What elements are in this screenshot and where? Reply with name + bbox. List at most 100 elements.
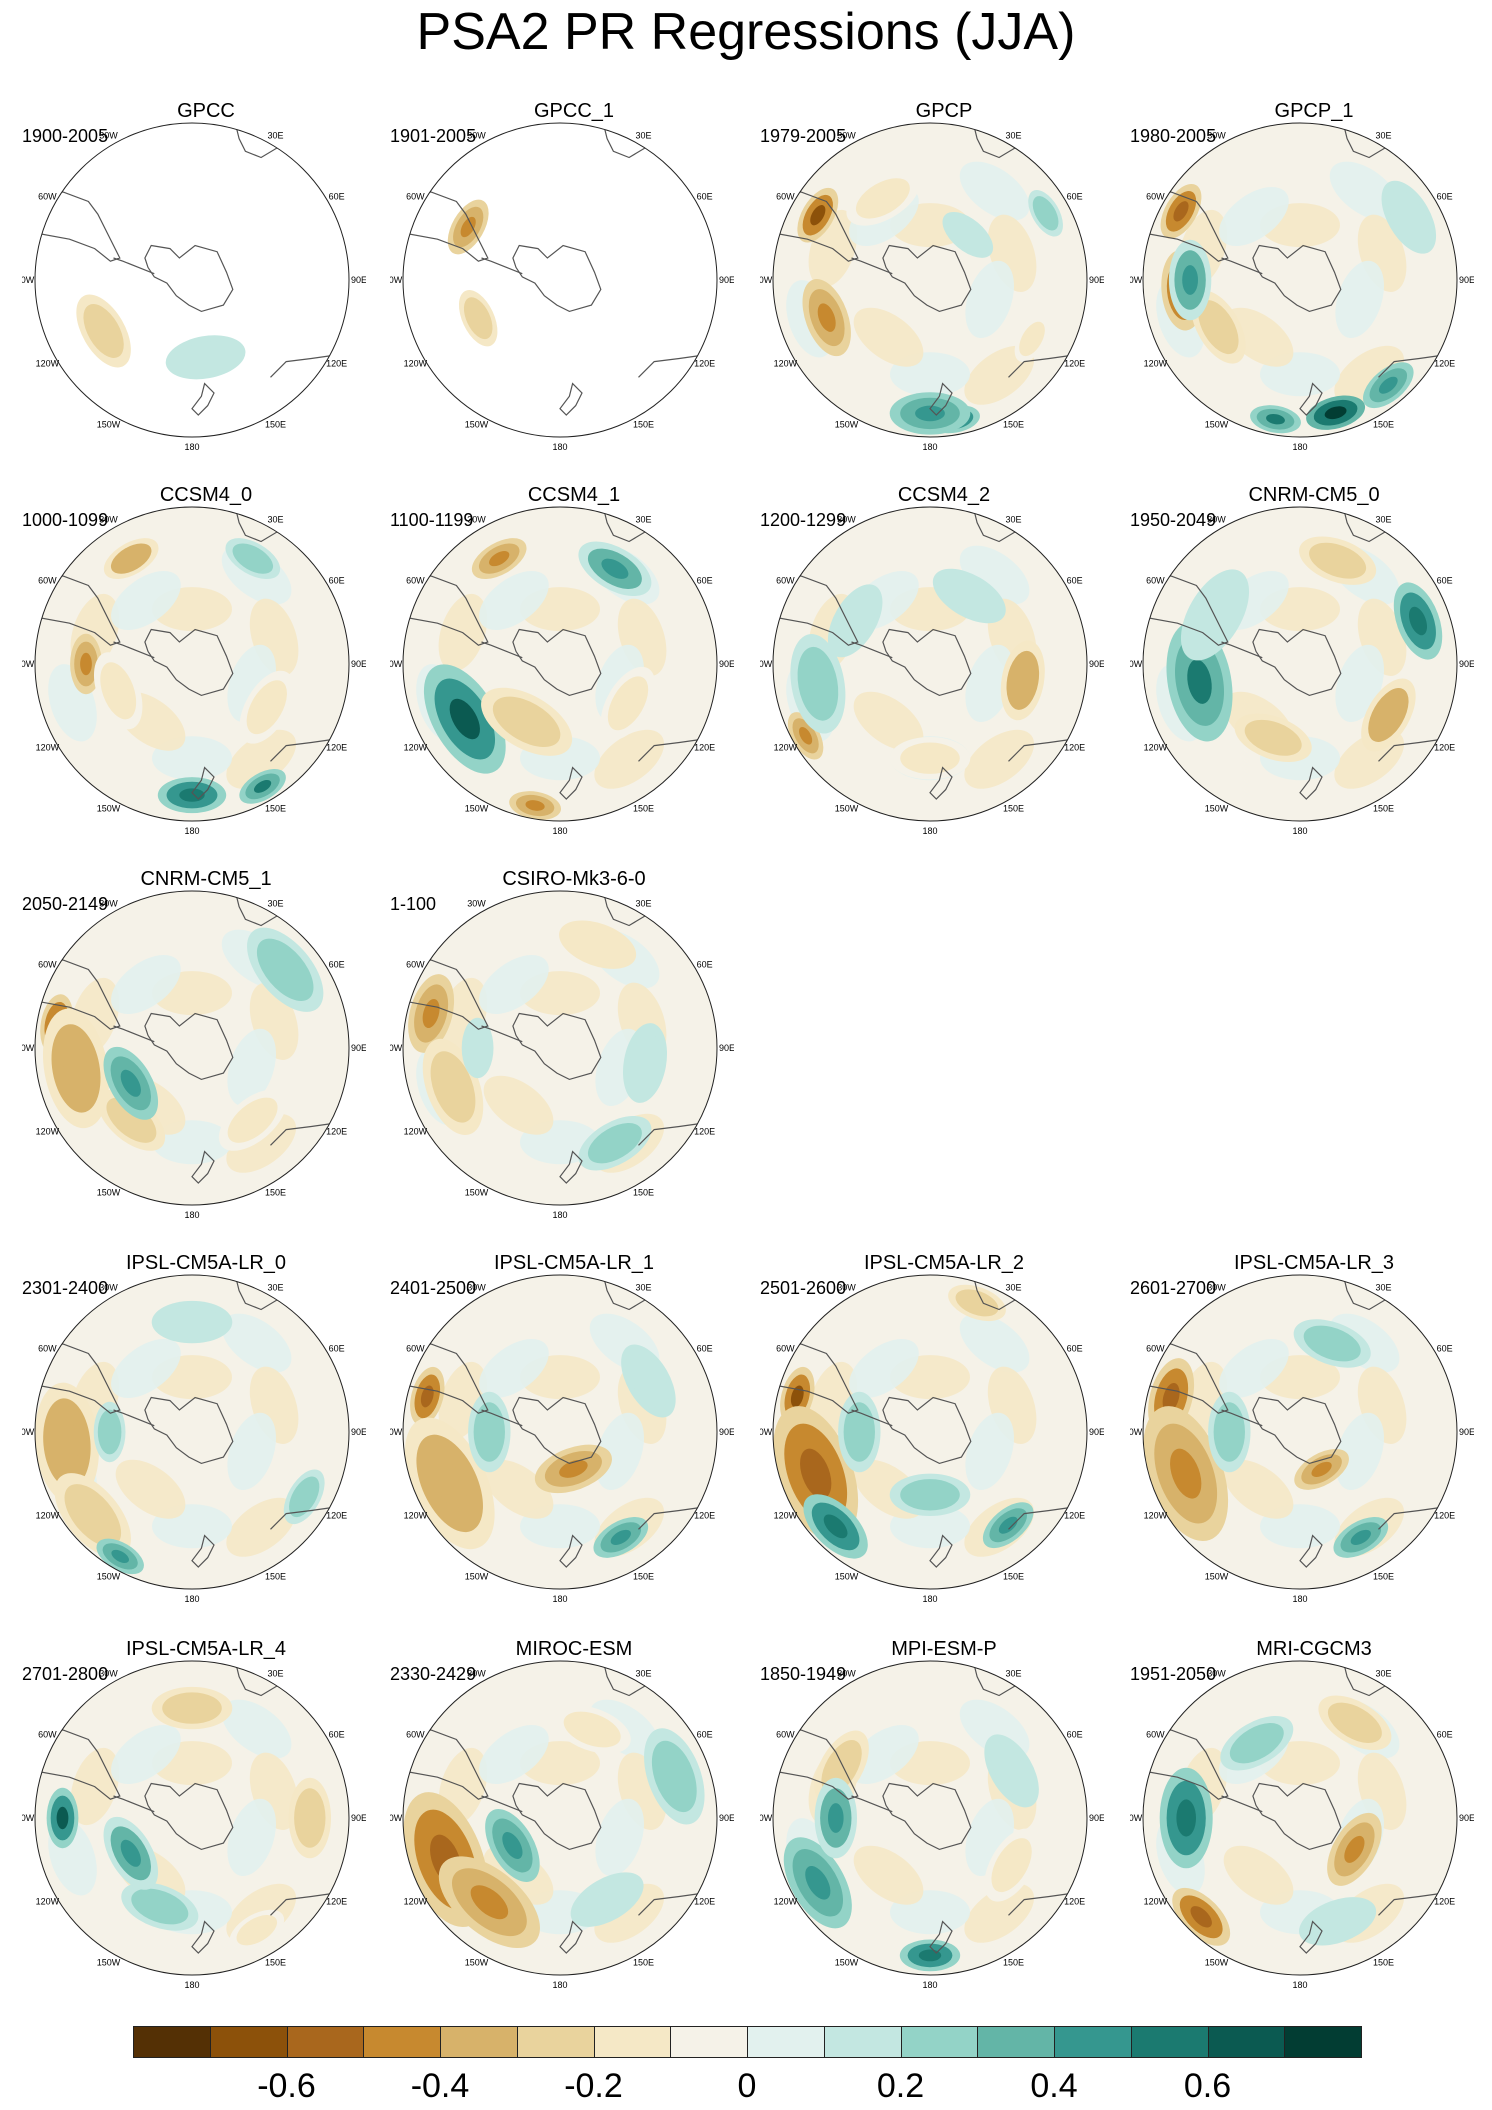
lon-tick-label: 60E xyxy=(329,1344,345,1354)
anomaly-peak xyxy=(559,1459,588,1478)
lon-tick-label: 30E xyxy=(1005,514,1021,524)
map-border xyxy=(772,122,1088,438)
coastline xyxy=(1221,257,1263,275)
anomaly-peak xyxy=(823,1514,848,1539)
lon-tick-label: 30E xyxy=(267,1282,283,1292)
anomaly-core xyxy=(465,1025,490,1071)
polar-map: 030E60E90E120E150E180150W120W90W60W30W xyxy=(760,1274,1104,1604)
lon-tick-label: 30E xyxy=(635,130,651,140)
lon-tick-label: 60E xyxy=(329,960,345,970)
lon-tick-label: 150W xyxy=(835,804,859,814)
lon-tick-label: 30E xyxy=(1005,1668,1021,1678)
lon-tick-label: 120W xyxy=(774,359,798,369)
anomaly-core xyxy=(949,217,987,252)
lon-tick-label: 30E xyxy=(635,514,651,524)
lon-tick-label: 120W xyxy=(1144,359,1168,369)
lon-tick-label: 120W xyxy=(36,1127,60,1137)
lon-tick-label: 90E xyxy=(351,659,366,669)
map-border xyxy=(34,1274,350,1590)
lon-tick-label: 150W xyxy=(1205,1572,1229,1582)
lon-tick-label: 120W xyxy=(1144,743,1168,753)
lon-tick-label: 60W xyxy=(406,1344,425,1354)
panel-period: 2601-2700 xyxy=(1130,1278,1217,1298)
anomaly-peak xyxy=(805,1865,831,1900)
lon-tick-label: 90W xyxy=(1130,1427,1143,1437)
panel-period: 2701-2800 xyxy=(22,1664,109,1684)
coastline xyxy=(851,257,893,275)
lon-tick-label: 30E xyxy=(1375,1282,1391,1292)
anomaly-core xyxy=(991,1838,1032,1893)
coastline xyxy=(481,1795,523,1813)
lon-tick-label: 90W xyxy=(22,1813,35,1823)
lon-tick-label: 120E xyxy=(694,1511,715,1521)
lon-tick-label: 120E xyxy=(1434,359,1455,369)
anomaly-core xyxy=(942,575,997,617)
colorbar-tick-label: 0 xyxy=(737,2067,757,2105)
lon-tick-label: 150W xyxy=(835,1572,859,1582)
coastline xyxy=(773,188,859,262)
lon-tick-label: 90E xyxy=(1459,659,1474,669)
lon-tick-label: 120E xyxy=(694,1897,715,1907)
coastline xyxy=(929,1920,953,1954)
lon-tick-label: 60W xyxy=(38,960,57,970)
lon-tick-label: 30W xyxy=(467,1282,486,1292)
lon-tick-label: 90E xyxy=(351,1427,366,1437)
lon-tick-label: 120E xyxy=(1064,1511,1085,1521)
colorbar-swatch xyxy=(670,2026,749,2058)
regression-field xyxy=(403,1661,717,1975)
lon-tick-label: 90W xyxy=(22,659,35,669)
map-panel: GPCC1900-2005030E60E90E120E150E180150W12… xyxy=(22,100,390,490)
coastline xyxy=(191,766,215,800)
map-border xyxy=(1142,1660,1458,1976)
map-panel: CCSM4_01000-1099030E60E90E120E150E180150… xyxy=(22,484,390,874)
anomaly-core xyxy=(855,178,910,219)
lon-tick-label: 30W xyxy=(837,1668,856,1678)
lon-tick-label: 150W xyxy=(465,1572,489,1582)
anomaly-peak xyxy=(502,1832,523,1859)
anomaly-core xyxy=(569,926,627,963)
lon-tick-label: 30W xyxy=(837,514,856,524)
anomaly-peak xyxy=(1176,1799,1196,1837)
anomaly-peak xyxy=(433,1459,467,1508)
coastline xyxy=(1143,188,1229,262)
colorbar-swatch xyxy=(1284,2026,1363,2058)
polar-map: 030E60E90E120E150E180150W120W90W60W30W xyxy=(22,506,366,836)
anomaly-core xyxy=(97,1409,122,1455)
anomaly-core xyxy=(587,1123,642,1164)
lon-tick-label: 60W xyxy=(776,1730,795,1740)
anomaly-core xyxy=(473,1402,506,1462)
lon-tick-label: 150E xyxy=(1373,804,1394,814)
lon-tick-label: 120W xyxy=(774,1897,798,1907)
lon-tick-label: 90W xyxy=(760,1427,773,1437)
anomaly-peak xyxy=(120,1839,141,1867)
panel-title: MPI-ESM-P xyxy=(891,1638,997,1660)
lon-tick-label: 90W xyxy=(390,275,403,285)
regression-field xyxy=(403,891,717,1205)
lon-tick-label: 60E xyxy=(1437,192,1453,202)
lon-tick-label: 60E xyxy=(1067,192,1083,202)
panel-period: 1901-2005 xyxy=(390,126,477,146)
lon-tick-label: 180 xyxy=(184,442,199,452)
lon-tick-label: 180 xyxy=(552,1980,567,1990)
coastline xyxy=(113,641,155,659)
colorbar-tick-label: -0.6 xyxy=(257,2067,316,2105)
polar-map: 030E60E90E120E150E180150W120W90W60W30W xyxy=(22,890,366,1220)
lon-tick-label: 90E xyxy=(719,1813,734,1823)
lon-tick-label: 120E xyxy=(1064,1897,1085,1907)
anomaly-core xyxy=(1198,300,1239,355)
anomaly-peak xyxy=(111,1549,129,1563)
colorbar-swatch xyxy=(516,2026,595,2058)
lon-tick-label: 120E xyxy=(326,359,347,369)
panel-period: 2330-2429 xyxy=(390,1664,477,1684)
lon-tick-label: 120E xyxy=(694,1127,715,1137)
anomaly-core xyxy=(991,1743,1032,1798)
lon-tick-label: 60E xyxy=(329,576,345,586)
colorbar-tick-label: -0.2 xyxy=(564,2067,623,2105)
coastline xyxy=(191,1920,215,1954)
anomaly-peak xyxy=(1344,1835,1365,1863)
anomaly-core xyxy=(1309,542,1367,579)
lon-tick-label: 120E xyxy=(694,743,715,753)
lon-tick-label: 180 xyxy=(922,442,937,452)
lon-tick-label: 30W xyxy=(1207,514,1226,524)
coastline xyxy=(1143,1340,1229,1414)
